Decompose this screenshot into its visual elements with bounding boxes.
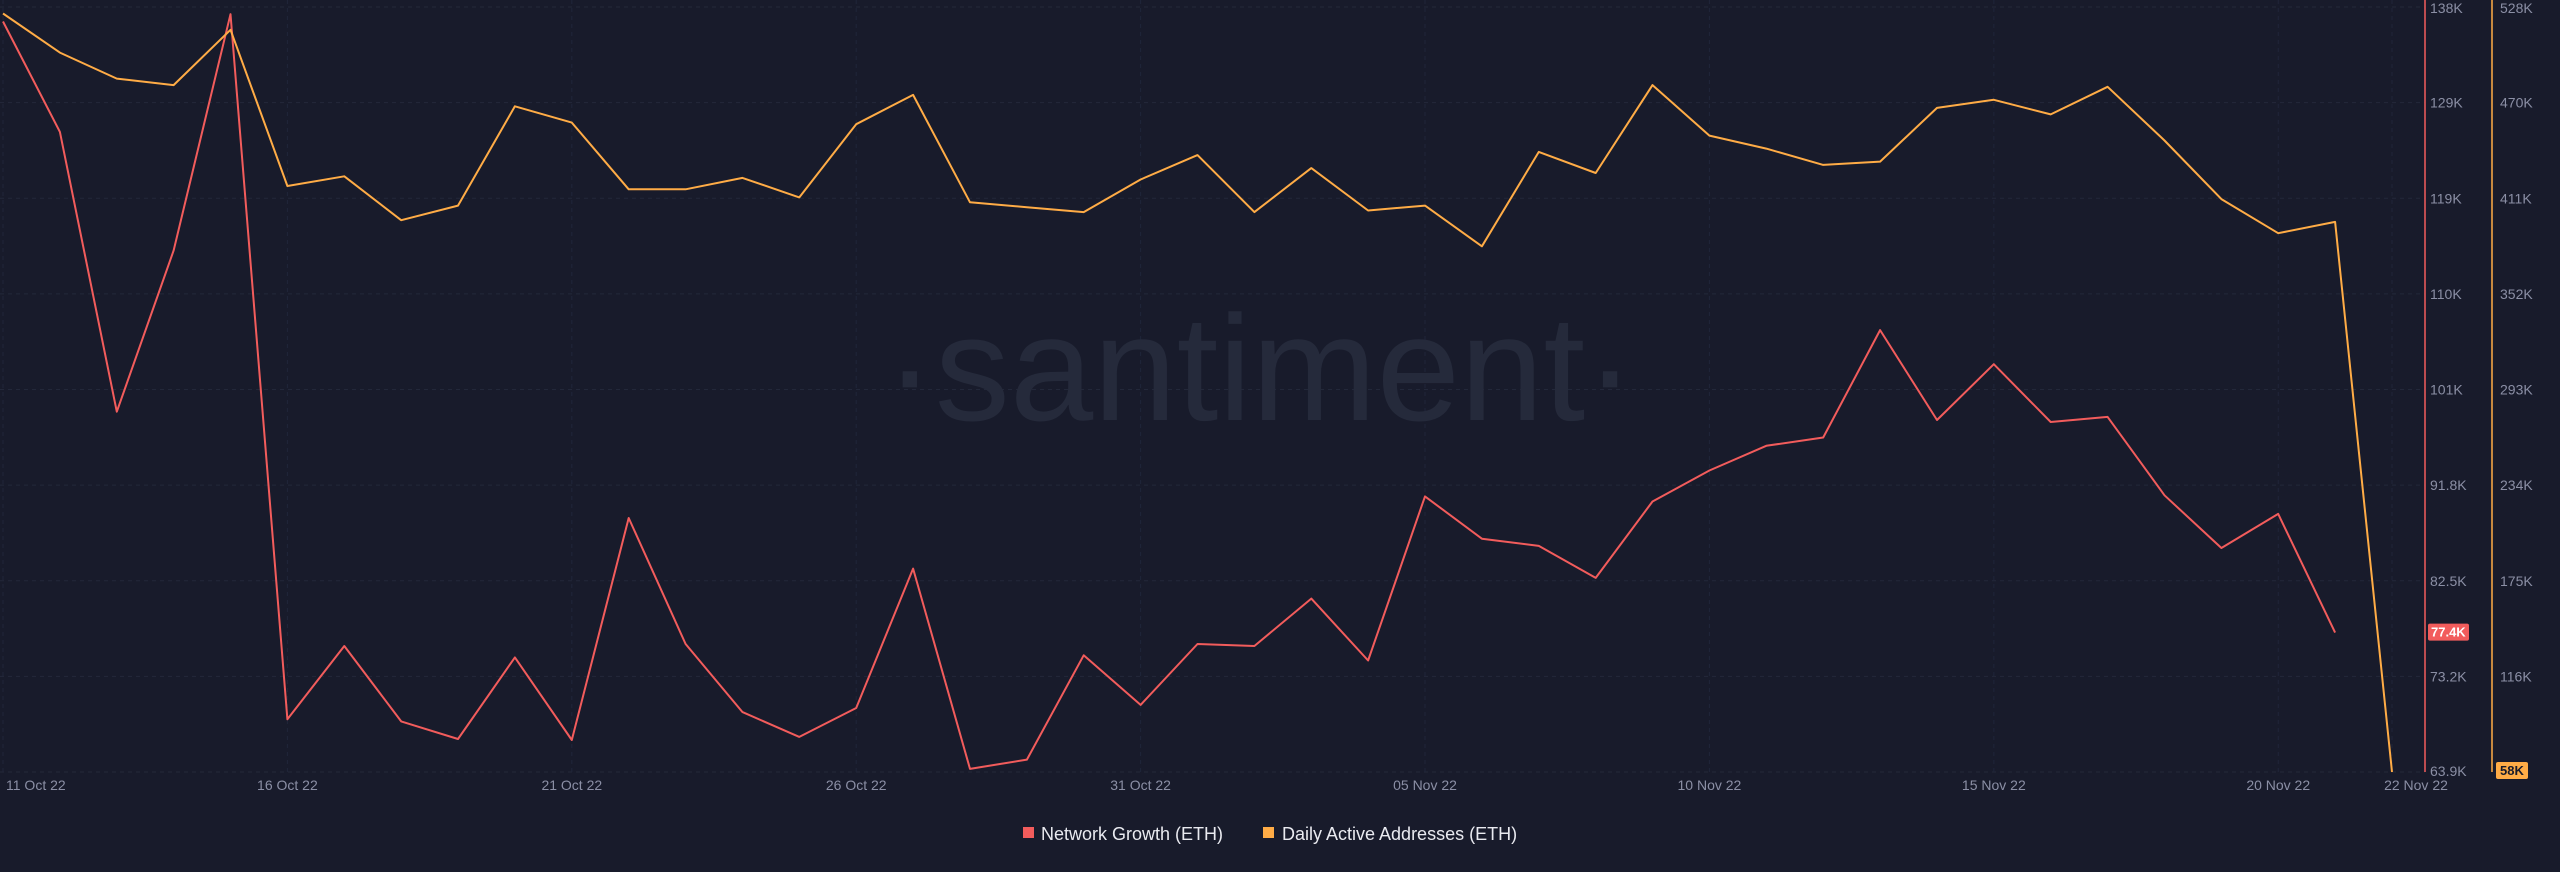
legend-label-network-growth: Network Growth (ETH): [1041, 824, 1223, 844]
y-left-tick-label: 119K: [2430, 190, 2462, 206]
y-right-tick-label: 175K: [2500, 573, 2533, 589]
x-tick-label: 26 Oct 22: [826, 777, 887, 793]
current-value-badges: 77.4K 58K: [2428, 623, 2528, 779]
series-layer: [2, 12, 2393, 773]
y-left-tick-label: 73.2K: [2430, 668, 2467, 684]
y-left-tick-label: 110K: [2430, 286, 2462, 302]
right-axis-ticks: 528K 470K 411K 352K 293K 234K 175K 116K: [2500, 0, 2533, 684]
x-tick-label: 20 Nov 22: [2246, 777, 2310, 793]
legend-label-daily-active-addresses: Daily Active Addresses (ETH): [1282, 824, 1517, 844]
x-tick-label: 10 Nov 22: [1678, 777, 1742, 793]
x-tick-label: 31 Oct 22: [1110, 777, 1171, 793]
left-axis-ticks: 138K 129K 119K 110K 101K 91.8K 82.5K 73.2K 63.9K: [2430, 0, 2467, 779]
y-left-tick-label: 138K: [2430, 0, 2463, 16]
x-tick-label: 15 Nov 22: [1962, 777, 2026, 793]
y-left-tick-label: 82.5K: [2430, 573, 2467, 589]
grid-lines: [0, 0, 2425, 773]
y-right-tick-label: 470K: [2500, 95, 2533, 111]
y-right-tick-label: 411K: [2500, 190, 2532, 206]
x-tick-label: 16 Oct 22: [257, 777, 318, 793]
y-right-tick-label: 528K: [2500, 0, 2533, 16]
legend-item-daily-active-addresses[interactable]: Daily Active Addresses (ETH): [1263, 824, 1517, 844]
x-tick-label: 05 Nov 22: [1393, 777, 1457, 793]
right-current-badge: [2496, 762, 2528, 779]
x-tick-label: 21 Oct 22: [541, 777, 602, 793]
y-right-tick-label: 116K: [2500, 668, 2532, 684]
y-right-tick-label: 293K: [2500, 382, 2533, 398]
series-line-daily-active-addresses: [2, 12, 2393, 773]
y-right-tick-label: 352K: [2500, 286, 2533, 302]
left-current-badge-text: 77.4K: [2431, 625, 2466, 640]
legend-item-network-growth[interactable]: Network Growth (ETH): [1023, 824, 1223, 844]
x-axis-ticks: 11 Oct 22 16 Oct 22 21 Oct 22 26 Oct 22 31 O…: [6, 777, 2448, 793]
legend: Network Growth (ETH) Daily Active Addres…: [1023, 824, 1517, 844]
right-current-badge-text: 58K: [2500, 763, 2524, 778]
x-tick-label: 22 Nov 22: [2384, 777, 2448, 793]
watermark-text: ·santiment·: [885, 284, 1635, 452]
y-left-tick-label: 91.8K: [2430, 477, 2467, 493]
y-left-tick-label: 63.9K: [2430, 763, 2467, 779]
y-right-tick-label: 234K: [2500, 477, 2533, 493]
x-tick-label: 11 Oct 22: [6, 777, 66, 793]
series-line-network-growth: [2, 13, 2337, 770]
legend-swatch-network-growth: [1023, 827, 1034, 838]
left-current-badge: [2428, 623, 2469, 641]
y-left-tick-label: 101K: [2430, 382, 2463, 398]
y-left-tick-label: 129K: [2430, 95, 2463, 111]
legend-swatch-daily-active-addresses: [1263, 827, 1274, 838]
